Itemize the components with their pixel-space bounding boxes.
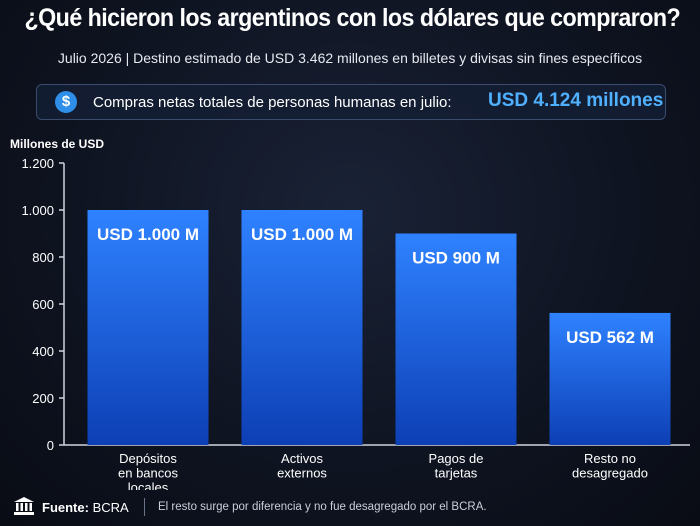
bar-data-label: USD 562 M xyxy=(566,328,654,347)
bar-data-label: USD 1.000 M xyxy=(97,225,199,244)
footer: Fuente: BCRA El resto surge por diferenc… xyxy=(0,492,700,526)
callout-value: USD 4.124 millones xyxy=(488,90,664,111)
y-tick-label: 1.000 xyxy=(21,203,54,218)
bar xyxy=(549,312,671,445)
bar-chart: 0 200 400 600 800 1.000 1.200 USD 1.000 M USD 1… xyxy=(21,156,690,490)
source-label: Fuente: xyxy=(42,500,89,515)
x-category-label: Pagos de tarjetas xyxy=(429,451,484,481)
footer-note: El resto surge por diferencia y no fue d… xyxy=(158,501,487,513)
callout-text: Compras netas totales de personas humana… xyxy=(93,94,452,111)
chart-subtitle: Julio 2026 | Destino estimado de USD 3.4… xyxy=(57,50,643,66)
chart-title: ¿Qué hicieron los argentinos con los dól… xyxy=(24,4,681,32)
y-axis-label: Millones de USD xyxy=(10,137,105,151)
x-category-label: Resto no desagregado xyxy=(572,451,648,481)
bar-data-label: USD 900 M xyxy=(412,249,500,268)
bar xyxy=(87,210,209,445)
y-tick-label: 1.200 xyxy=(21,156,54,171)
bar xyxy=(241,210,363,445)
footer-divider xyxy=(144,498,145,516)
x-category-label: Depósitos en bancos locales xyxy=(118,451,178,490)
y-tick-label: 200 xyxy=(32,391,54,406)
y-tick-label: 0 xyxy=(47,438,54,453)
x-category-label: Activos externos xyxy=(277,451,327,481)
bank-icon xyxy=(14,497,34,515)
bar-data-label: USD 1.000 M xyxy=(251,225,353,244)
bar xyxy=(395,233,517,445)
y-tick-label: 800 xyxy=(32,250,54,265)
source-name: BCRA xyxy=(92,500,129,515)
source-line: Fuente: BCRA xyxy=(42,500,129,515)
y-tick-label: 400 xyxy=(32,344,54,359)
y-tick-label: 600 xyxy=(32,297,54,312)
dollar-coin-icon: $ xyxy=(55,91,77,113)
total-callout: $ Compras netas totales de personas huma… xyxy=(36,84,666,120)
